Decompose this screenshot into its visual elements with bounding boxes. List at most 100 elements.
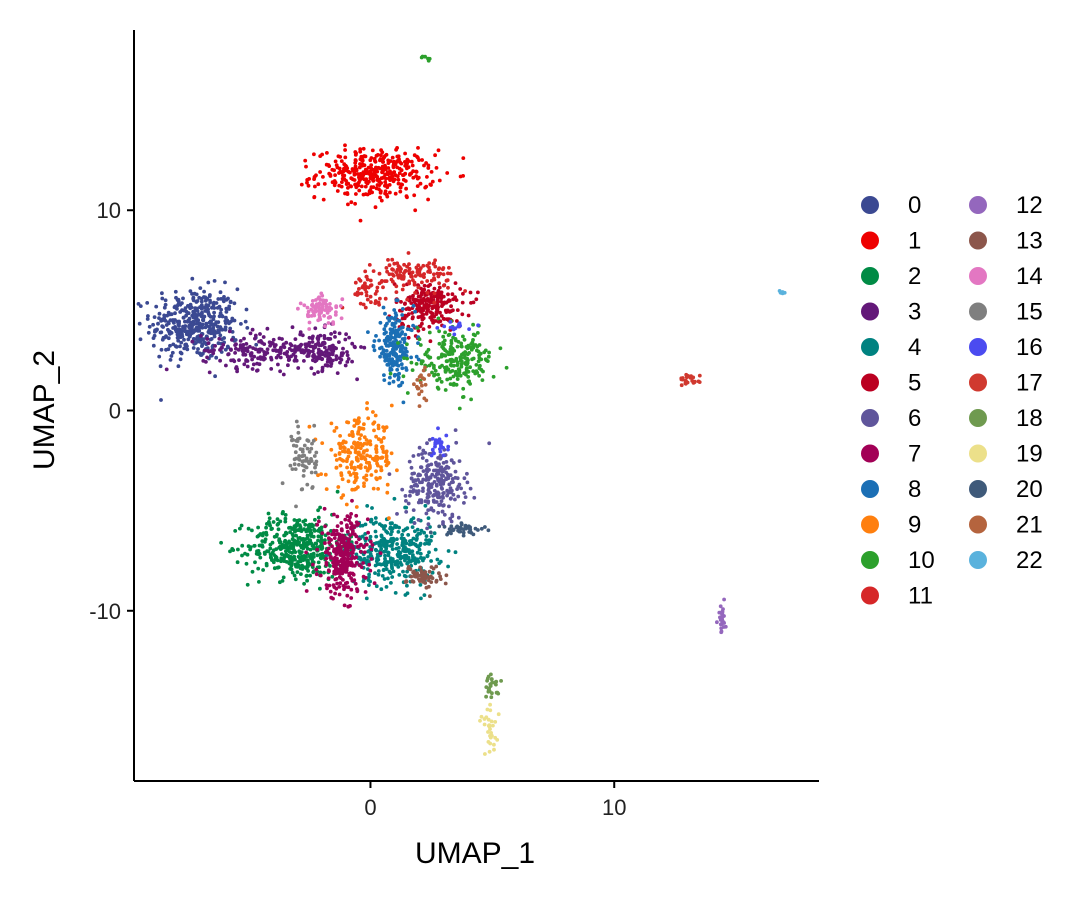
point-cluster-5	[458, 287, 463, 291]
point-cluster-6	[426, 500, 430, 505]
point-cluster-7	[364, 536, 369, 541]
point-cluster-15	[296, 424, 300, 429]
y-tick-label: 10	[97, 198, 121, 223]
point-cluster-3	[227, 329, 232, 334]
point-cluster-2	[297, 528, 302, 533]
point-cluster-2	[282, 533, 286, 538]
point-cluster-0	[179, 340, 184, 345]
point-cluster-2	[295, 570, 300, 574]
point-cluster-0	[174, 345, 179, 349]
point-cluster-11	[425, 263, 430, 268]
point-cluster-1	[398, 185, 403, 190]
point-cluster-3	[268, 343, 272, 348]
point-cluster-11	[384, 266, 389, 270]
point-cluster-9	[347, 433, 352, 437]
point-cluster-0	[200, 344, 204, 348]
point-cluster-11	[371, 269, 376, 273]
series-12	[715, 597, 728, 635]
point-cluster-9	[368, 442, 373, 447]
point-cluster-7	[365, 517, 370, 522]
point-cluster-14	[317, 315, 322, 320]
point-cluster-9	[354, 444, 359, 449]
point-cluster-18	[499, 679, 503, 683]
point-cluster-0	[201, 317, 206, 321]
point-cluster-11	[381, 285, 385, 290]
point-cluster-2	[256, 552, 261, 557]
point-cluster-20	[479, 526, 484, 531]
point-cluster-10	[427, 56, 432, 61]
point-cluster-15	[288, 463, 293, 468]
point-cluster-7	[324, 563, 329, 567]
point-cluster-2	[299, 550, 304, 554]
point-cluster-19	[496, 712, 501, 717]
point-cluster-1	[392, 160, 396, 165]
point-cluster-8	[382, 331, 387, 336]
point-cluster-2	[302, 581, 306, 586]
point-cluster-14	[328, 306, 332, 310]
point-cluster-5	[424, 312, 429, 316]
point-cluster-7	[332, 512, 336, 517]
point-cluster-0	[183, 306, 188, 310]
point-cluster-9	[352, 487, 357, 492]
point-cluster-10	[471, 332, 476, 337]
point-cluster-2	[252, 543, 257, 548]
point-cluster-1	[386, 158, 391, 163]
point-cluster-15	[310, 441, 314, 446]
point-cluster-7	[334, 586, 339, 591]
point-cluster-9	[348, 473, 353, 477]
point-cluster-9	[307, 424, 312, 429]
point-cluster-1	[420, 158, 424, 162]
legend-item-3: 3	[861, 299, 921, 326]
point-cluster-8	[397, 319, 402, 323]
point-cluster-8	[371, 344, 376, 349]
point-cluster-3	[339, 357, 344, 362]
point-cluster-0	[195, 350, 200, 355]
point-cluster-7	[355, 589, 360, 594]
point-cluster-2	[298, 543, 303, 548]
point-cluster-1	[350, 177, 355, 182]
point-cluster-3	[248, 352, 253, 356]
point-cluster-13	[444, 573, 449, 578]
point-cluster-2	[280, 543, 285, 547]
point-cluster-10	[437, 329, 441, 334]
point-cluster-6	[439, 477, 444, 481]
point-cluster-0	[159, 347, 164, 352]
point-cluster-10	[469, 347, 474, 352]
point-cluster-11	[385, 269, 389, 274]
point-cluster-1	[395, 146, 399, 150]
legend-label: 10	[908, 547, 935, 574]
point-cluster-0	[191, 346, 196, 350]
point-cluster-1	[358, 218, 363, 223]
point-cluster-6	[423, 451, 428, 455]
point-cluster-7	[326, 576, 331, 581]
point-cluster-4	[370, 506, 374, 510]
point-cluster-7	[323, 541, 327, 545]
point-cluster-4	[360, 534, 365, 539]
point-cluster-12	[719, 629, 724, 634]
point-cluster-11	[378, 296, 382, 301]
point-cluster-2	[260, 544, 265, 549]
point-cluster-6	[453, 469, 458, 474]
point-cluster-10	[455, 377, 460, 381]
point-cluster-1	[349, 200, 354, 205]
point-cluster-4	[368, 534, 373, 539]
point-cluster-7	[354, 561, 359, 565]
point-cluster-3	[257, 348, 262, 353]
point-cluster-6	[412, 521, 417, 525]
point-cluster-11	[438, 271, 443, 276]
point-cluster-11	[409, 273, 413, 277]
point-cluster-5	[432, 286, 437, 291]
point-cluster-9	[384, 450, 388, 455]
point-cluster-5	[422, 283, 427, 288]
point-cluster-3	[248, 344, 252, 349]
point-cluster-2	[307, 562, 312, 567]
point-cluster-8	[408, 327, 413, 332]
point-cluster-3	[329, 346, 334, 351]
point-cluster-0	[185, 347, 190, 352]
point-cluster-0	[222, 295, 226, 299]
point-cluster-2	[272, 566, 277, 571]
point-cluster-22	[780, 290, 785, 294]
point-cluster-11	[390, 257, 395, 262]
point-cluster-7	[342, 559, 346, 564]
point-cluster-1	[304, 164, 308, 169]
